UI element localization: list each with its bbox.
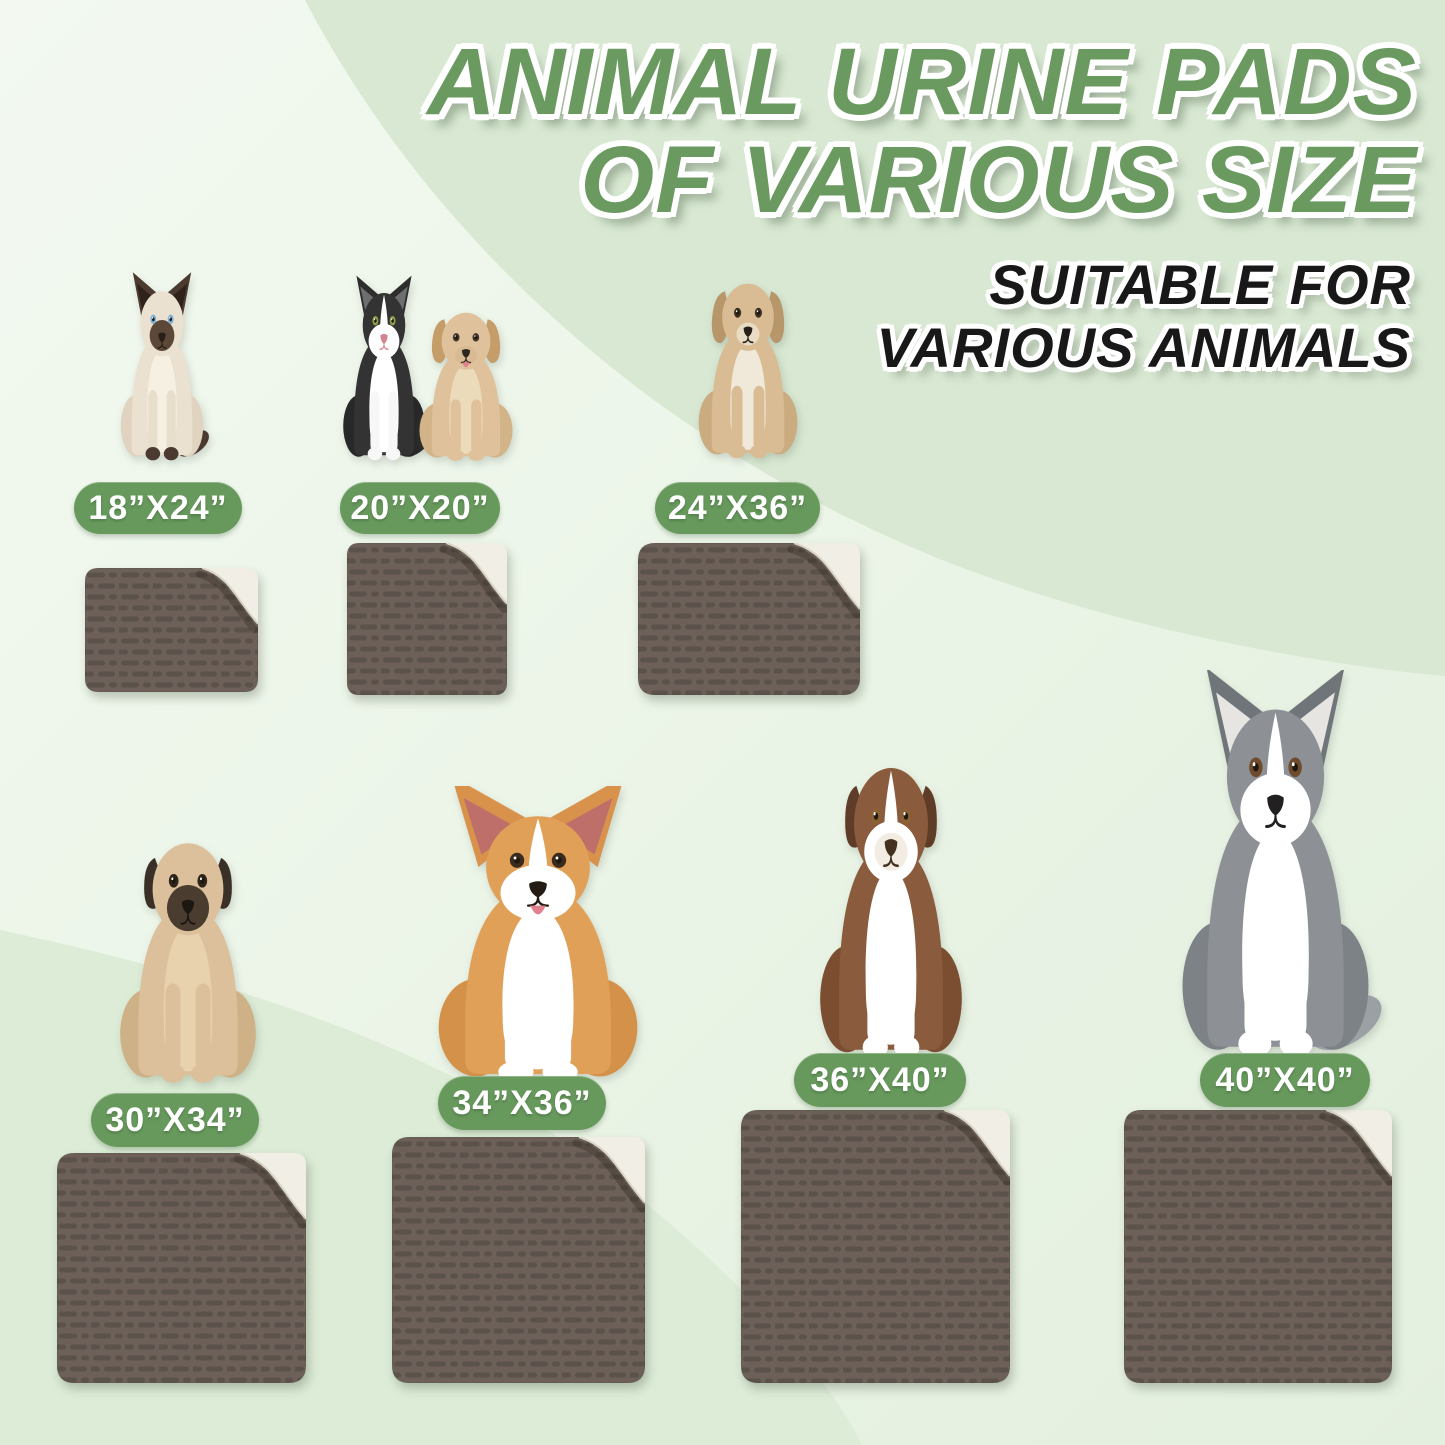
size-badge-label: 18”X24” xyxy=(88,488,228,527)
title-line-2: OF VARIOUS SIZE xyxy=(580,126,1417,233)
corgi-illustration xyxy=(424,786,652,1088)
urine-pad-30x34 xyxy=(57,1153,306,1383)
pug-illustration xyxy=(112,816,264,1088)
labrador-puppy-illustration xyxy=(408,296,524,464)
urine-pad-18x24 xyxy=(85,568,258,692)
size-badge-label: 30”X34” xyxy=(105,1100,245,1139)
urine-pad-40x40 xyxy=(1124,1110,1392,1383)
swoosh-top-right xyxy=(305,0,1445,676)
page-title: ANIMAL URINE PADS OF VARIOUS SIZE xyxy=(427,33,1417,233)
size-badge-label: 24”X36” xyxy=(667,488,808,527)
urine-pad-34x36 xyxy=(392,1137,645,1383)
size-badge-label: 34”X36” xyxy=(452,1083,592,1122)
subtitle-line-2: VARIOUS ANIMALS xyxy=(876,315,1411,379)
size-badge-20x20: 20”X20” xyxy=(340,482,500,534)
size-badge-18x24: 18”X24” xyxy=(74,482,242,534)
size-badge-36x40: 36”X40” xyxy=(794,1053,966,1107)
size-badge-label: 40”X40” xyxy=(1215,1060,1355,1099)
urine-pad-36x40 xyxy=(741,1110,1010,1383)
siamese-cat-illustration xyxy=(112,272,212,464)
size-badge-label: 20”X20” xyxy=(350,488,490,527)
size-badge-label: 36”X40” xyxy=(810,1060,950,1099)
tan-dog-illustration xyxy=(684,264,812,462)
urine-pad-20x20 xyxy=(347,543,507,695)
title-line-1: ANIMAL URINE PADS xyxy=(427,29,1417,135)
tuxedo-cat-illustration xyxy=(334,274,434,464)
size-badge-34x36: 34”X36” xyxy=(438,1076,606,1130)
size-badge-40x40: 40”X40” xyxy=(1200,1053,1370,1107)
siberian-husky-illustration xyxy=(1158,670,1393,1065)
australian-shepherd-illustration xyxy=(804,735,978,1065)
size-badge-30x34: 30”X34” xyxy=(91,1093,259,1147)
page-subtitle: SUITABLE FOR VARIOUS ANIMALS xyxy=(876,253,1411,379)
urine-pad-24x36 xyxy=(638,543,860,695)
size-badge-24x36: 24”X36” xyxy=(655,482,820,534)
subtitle-line-1: SUITABLE FOR xyxy=(989,253,1411,316)
